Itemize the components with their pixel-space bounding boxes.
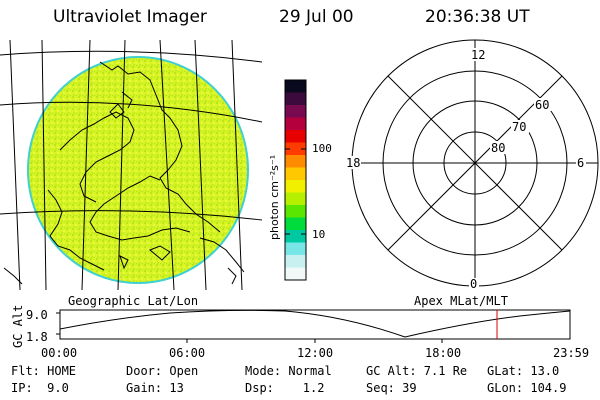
status-dsp: Dsp: 1.2 xyxy=(245,381,325,395)
colorbar-segment xyxy=(285,80,306,93)
lat-grid xyxy=(0,50,262,221)
lon-grid xyxy=(9,39,243,290)
mlt-label-0: 0 xyxy=(470,277,477,291)
colorbar-segment xyxy=(285,167,306,181)
lat-label-80: 80 xyxy=(491,141,505,155)
altitude-ticks xyxy=(56,312,443,343)
colorbar-segment xyxy=(285,230,306,243)
apex-label: Apex MLat/MLT xyxy=(414,294,508,308)
status-ip: IP: 9.0 xyxy=(11,381,69,395)
status-gain: Gain: 13 xyxy=(126,381,184,395)
colorbar-segment xyxy=(285,255,306,268)
status-flt: Flt: HOME xyxy=(11,364,77,378)
lat-label-70: 70 xyxy=(512,120,526,134)
colorbar-segment xyxy=(285,192,306,206)
colorbar-tick-100: 100 xyxy=(312,142,332,155)
mlt-label-18: 18 xyxy=(346,156,360,170)
colorbar-segment xyxy=(285,205,306,218)
y-tick-9: 9.0 xyxy=(26,308,48,322)
colorbar-segment xyxy=(285,117,306,131)
date-label: 29 Jul 00 xyxy=(279,7,354,27)
colorbar-segment xyxy=(285,155,306,168)
status-glon: GLon: 104.9 xyxy=(487,381,567,395)
geographic-label: Geographic Lat/Lon xyxy=(68,294,198,308)
colorbar-segment xyxy=(285,92,306,106)
polar-labels: 12 18 6 0 60 70 80 xyxy=(345,48,586,291)
colorbar-segment xyxy=(285,242,306,256)
lat-label-60: 60 xyxy=(535,98,549,112)
colorbar-segment xyxy=(285,142,306,156)
time-label: 20:36:38 UT xyxy=(425,7,530,27)
x-tick-0000: 00:00 xyxy=(41,346,77,360)
instrument-title: Ultraviolet Imager xyxy=(53,7,207,27)
x-tick-1800: 18:00 xyxy=(425,346,461,360)
colorbar-segment xyxy=(285,267,306,281)
polar-grid xyxy=(351,39,599,287)
colorbar xyxy=(285,80,306,281)
colorbar-segment xyxy=(285,105,306,118)
gc-alt-axis-label: GC Alt xyxy=(11,305,25,348)
mlt-label-12: 12 xyxy=(471,48,485,62)
altitude-curve xyxy=(59,309,571,338)
status-door: Door: Open xyxy=(126,364,199,378)
status-seq: Seq: 39 xyxy=(366,381,417,395)
x-tick-2359: 23:59 xyxy=(553,346,589,360)
x-tick-1200: 12:00 xyxy=(297,346,333,360)
status-glat: GLat: 13.0 xyxy=(487,364,560,378)
y-tick-1-8: 1.8 xyxy=(26,330,48,344)
colorbar-tick-10: 10 xyxy=(312,228,325,241)
mlt-label-6: 6 xyxy=(577,156,584,170)
coastline xyxy=(3,61,245,285)
uv-image xyxy=(0,39,262,290)
colorbar-unit-label: photon cm⁻²s⁻¹ xyxy=(268,155,281,240)
colorbar-segment xyxy=(285,130,306,143)
colorbar-segment xyxy=(285,217,306,231)
status-mode: Mode: Normal xyxy=(245,364,332,378)
colorbar-segment xyxy=(285,180,306,193)
x-tick-0600: 06:00 xyxy=(169,346,205,360)
status-gc-alt: GC Alt: 7.1 Re xyxy=(366,364,468,378)
